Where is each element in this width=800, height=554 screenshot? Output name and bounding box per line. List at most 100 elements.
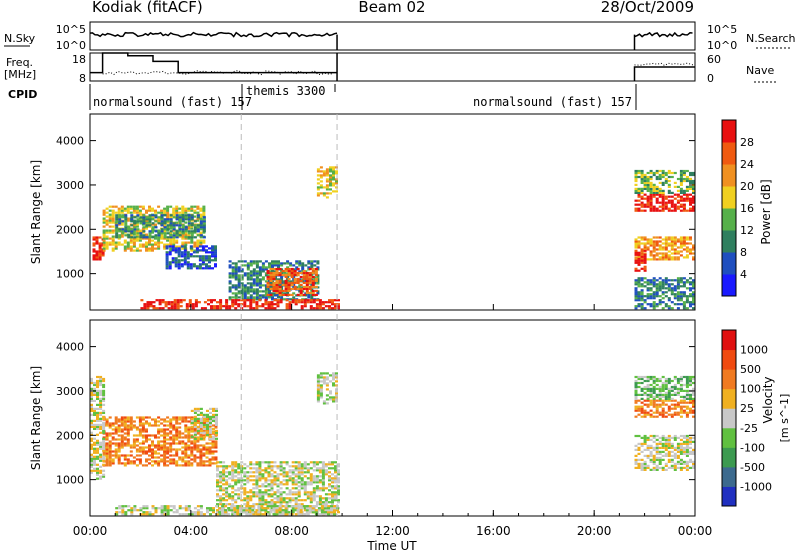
heat-cell [288, 469, 292, 472]
heat-cell [184, 236, 188, 239]
heat-cell [652, 454, 656, 457]
heat-cell [658, 391, 662, 394]
heat-cell [231, 276, 235, 279]
heat-cell [692, 462, 695, 465]
heat-cell [184, 237, 188, 240]
heat-cell [123, 418, 127, 421]
heat-cell [312, 469, 316, 472]
heat-cell [138, 422, 142, 425]
heat-cell [640, 405, 644, 408]
heat-cell [303, 299, 307, 302]
power-colorbar-tick-label: 12 [740, 224, 754, 237]
heat-cell [634, 242, 638, 245]
heat-cell [157, 507, 161, 510]
heat-cell [118, 234, 122, 237]
heat-cell [169, 454, 173, 457]
heat-cell [640, 468, 644, 471]
heat-cell [332, 184, 335, 187]
heat-cell [234, 299, 238, 302]
heat-cell [222, 499, 226, 502]
heat-cell [99, 381, 103, 385]
heat-cell [661, 297, 665, 300]
heat-cell [105, 422, 109, 425]
heat-cell [670, 244, 674, 247]
heat-cell [237, 266, 241, 269]
heat-cell [111, 225, 115, 228]
heat-cell [661, 444, 665, 447]
heat-cell [655, 411, 659, 414]
heat-cell [163, 247, 167, 250]
heat-cell [649, 450, 653, 453]
heat-cell [214, 458, 218, 461]
heat-cell [288, 501, 292, 504]
heat-cell [637, 405, 641, 408]
heat-cell [664, 444, 668, 447]
heat-cell [105, 464, 109, 467]
heat-cell [216, 465, 219, 468]
heat-cell [249, 299, 253, 302]
heat-cell [670, 415, 674, 418]
heat-cell [670, 195, 674, 198]
heat-cell [115, 220, 119, 223]
heat-cell [267, 495, 271, 498]
heat-cell [325, 178, 329, 181]
heat-cell [302, 505, 306, 508]
heat-cell [282, 461, 286, 464]
heat-cell [652, 242, 656, 245]
heat-cell [679, 203, 683, 206]
heat-cell [190, 462, 194, 465]
heat-cell [145, 209, 148, 212]
power-colorbar-tick-label: 24 [740, 158, 754, 171]
heat-cell [175, 442, 179, 445]
heat-cell [187, 227, 191, 230]
heat-cell [294, 465, 298, 468]
heat-cell [661, 375, 665, 379]
heat-cell [306, 301, 310, 304]
heat-cell [139, 222, 143, 225]
heat-cell [164, 301, 168, 304]
heat-cell [685, 281, 689, 284]
heat-cell [649, 171, 653, 175]
heat-cell [652, 448, 656, 451]
heat-cell [169, 218, 173, 221]
heat-cell [243, 264, 247, 267]
heat-cell [334, 469, 337, 472]
heat-cell [294, 475, 298, 478]
heat-cell [211, 440, 215, 443]
heat-cell [661, 197, 665, 200]
heat-cell [685, 307, 689, 310]
power-y-tick-label: 1000 [56, 268, 84, 281]
heat-cell [685, 389, 689, 392]
heat-cell [314, 279, 318, 282]
heat-cell [661, 258, 665, 261]
heat-cell [231, 491, 235, 494]
heat-cell [692, 171, 695, 175]
heat-cell [178, 422, 182, 425]
heat-cell [673, 413, 677, 416]
heat-cell [172, 222, 176, 225]
heat-cell [643, 175, 647, 179]
heat-cell [655, 456, 659, 459]
heat-cell [296, 271, 300, 275]
heat-cell [324, 305, 328, 308]
heat-cell [337, 469, 340, 472]
heat-cell [261, 497, 265, 500]
heat-cell [328, 301, 331, 304]
heat-cell [284, 285, 288, 288]
heat-cell [646, 411, 650, 414]
heat-cell [287, 293, 291, 296]
heat-cell [105, 456, 109, 459]
heat-cell [689, 383, 692, 387]
heat-cell [121, 220, 125, 223]
heat-cell [246, 264, 250, 267]
heat-cell [307, 260, 311, 263]
heat-cell [215, 415, 218, 418]
heat-cell [255, 298, 259, 301]
heat-cell [296, 279, 300, 282]
heat-cell [321, 463, 325, 466]
heat-cell [246, 503, 250, 506]
heat-cell [281, 513, 285, 516]
heat-cell [132, 434, 136, 437]
heat-cell [325, 192, 329, 195]
heat-cell [309, 495, 313, 498]
